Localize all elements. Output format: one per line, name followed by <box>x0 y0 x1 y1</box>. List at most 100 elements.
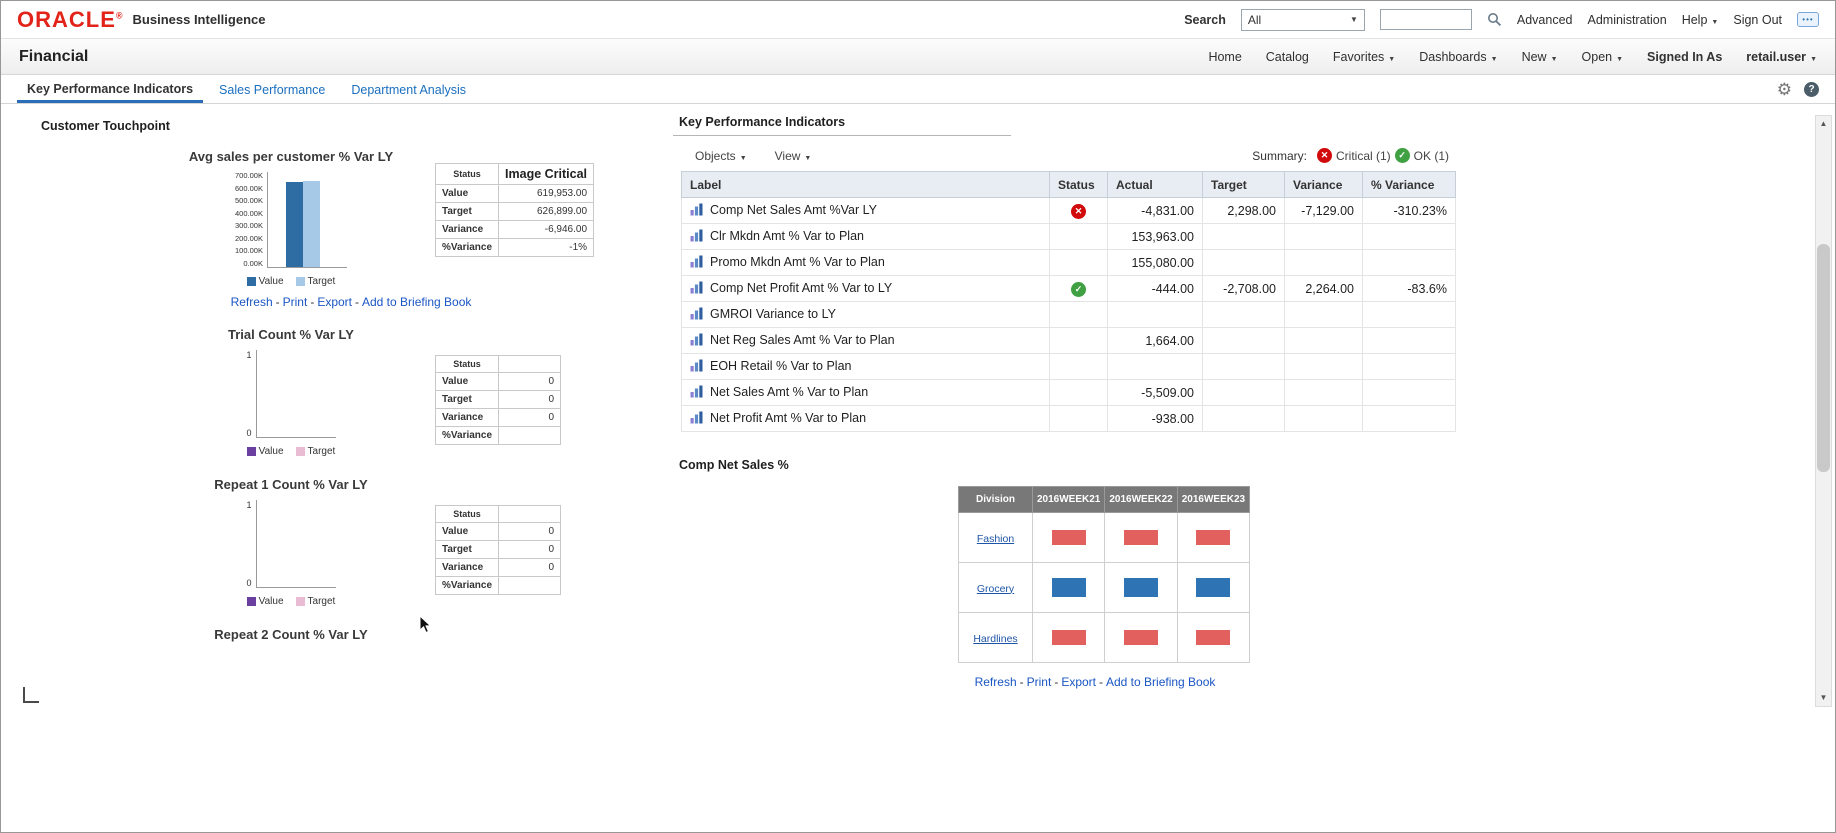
kpi-target-cell <box>1202 353 1285 380</box>
link-separator: - <box>355 295 359 309</box>
stat-value: 626,899.00 <box>498 202 595 221</box>
nav-catalog[interactable]: Catalog <box>1266 50 1309 64</box>
help-menu[interactable]: Help ▼ <box>1682 13 1719 27</box>
kpi-label: EOH Retail % Var to Plan <box>710 358 852 373</box>
administration-link[interactable]: Administration <box>1587 12 1667 27</box>
search-scope-value: All <box>1247 12 1262 27</box>
stat-label: Value <box>434 522 500 541</box>
kpi-target-cell <box>1202 223 1285 250</box>
tab-key-performance-indicators[interactable]: Key Performance Indicators <box>17 76 204 103</box>
kpi-label-cell: Net Reg Sales Amt % Var to Plan <box>681 327 1050 354</box>
summary-ok-count: OK (1) <box>1413 148 1449 163</box>
status-header: Status <box>434 355 500 373</box>
micro-bar <box>1124 578 1159 597</box>
stat-value: 619,953.00 <box>498 184 595 203</box>
scrollbar-thumb[interactable] <box>1817 244 1830 472</box>
bar-group <box>285 181 320 267</box>
kpi-variance-cell <box>1284 379 1363 406</box>
stat-label: Target <box>434 202 500 221</box>
status-value: Image Critical <box>498 163 595 185</box>
tab-department-analysis[interactable]: Department Analysis <box>351 83 466 97</box>
scroll-up-arrow[interactable]: ▲ <box>1816 116 1831 132</box>
comp-row: Grocery <box>958 562 1251 613</box>
comp-column-header: 2016WEEK23 <box>1176 486 1251 513</box>
micro-bar <box>1051 630 1086 645</box>
kpi-column-header: % Variance <box>1362 171 1456 198</box>
vertical-scrollbar[interactable]: ▲ ▼ <box>1815 115 1832 707</box>
kpi-row: Net Sales Amt % Var to Plan -5,509.00 <box>681 379 1456 406</box>
legend-label: Target <box>307 446 336 457</box>
kpi-column-header: Actual <box>1107 171 1203 198</box>
chart-area: Repeat 2 Count % Var LY <box>181 615 401 650</box>
scroll-down-arrow[interactable]: ▼ <box>1816 690 1831 706</box>
nav-label: Home <box>1208 49 1242 64</box>
kpi-measure-icon <box>690 359 703 375</box>
tab-sales-performance[interactable]: Sales Performance <box>219 83 326 97</box>
division-cell: Fashion <box>958 512 1033 563</box>
stat-header-row: Status <box>434 355 562 373</box>
nav-home[interactable]: Home <box>1208 50 1241 64</box>
kpi-status-cell <box>1049 223 1108 250</box>
view-menu[interactable]: View ▼ <box>775 149 812 163</box>
fashion-link[interactable]: Fashion <box>976 532 1015 545</box>
export-link[interactable]: Export <box>317 295 352 309</box>
help-menu-label: Help <box>1681 12 1708 27</box>
kpi-status-cell: ✓ <box>1049 275 1108 302</box>
kpi-variance-cell <box>1284 405 1363 432</box>
tab-list: Key Performance Indicators Sales Performa… <box>17 76 476 103</box>
sign-out-link[interactable]: Sign Out <box>1733 12 1782 27</box>
search-scope-select[interactable]: All ▼ <box>1240 8 1365 31</box>
export-link[interactable]: Export <box>1061 675 1096 689</box>
advanced-link[interactable]: Advanced <box>1516 12 1573 27</box>
legend-label: Value <box>258 596 284 607</box>
stat-value: 0 <box>498 540 562 559</box>
comp-column-header: Division <box>958 486 1033 513</box>
y-tick-label: 0 <box>246 578 252 588</box>
kpi-target-cell <box>1202 379 1285 406</box>
chart-title: Avg sales per customer % Var LY <box>188 149 394 164</box>
kpi-pct-cell <box>1362 249 1456 276</box>
user-menu[interactable]: retail.user ▼ <box>1746 50 1817 64</box>
search-icon[interactable] <box>1487 12 1502 27</box>
help-icon[interactable]: ? <box>1804 82 1819 97</box>
nav-open[interactable]: Open ▼ <box>1582 50 1624 64</box>
kpi-actual-cell: -444.00 <box>1107 275 1203 302</box>
nav-favorites[interactable]: Favorites ▼ <box>1333 50 1395 64</box>
kpi-section-title: Key Performance Indicators <box>673 111 1011 136</box>
print-link[interactable]: Print <box>1026 675 1052 689</box>
comp-column-header: 2016WEEK21 <box>1031 486 1106 513</box>
more-options-icon[interactable]: ••• <box>1797 12 1819 27</box>
kpi-variance-cell <box>1284 301 1363 328</box>
add-to-briefing-book-link[interactable]: Add to Briefing Book <box>1106 675 1216 689</box>
kpi-status-cell <box>1049 327 1108 354</box>
add-to-briefing-book-link[interactable]: Add to Briefing Book <box>362 295 472 309</box>
kpi-status-cell <box>1049 405 1108 432</box>
search-input[interactable] <box>1379 9 1472 30</box>
stat-row: Value 0 <box>434 522 562 541</box>
kpi-row: Comp Net Profit Amt % Var to LY ✓ -444.00-… <box>681 275 1456 302</box>
chart-legend: Value Target <box>181 596 401 607</box>
y-tick-label: 0 <box>246 428 252 438</box>
kpi-column-header: Status <box>1049 171 1108 198</box>
gear-icon[interactable]: ⚙ <box>1776 80 1792 99</box>
grocery-link[interactable]: Grocery <box>976 582 1015 595</box>
micro-bar-cell <box>1176 512 1251 563</box>
kpi-variance-cell <box>1284 223 1363 250</box>
link-separator: - <box>1019 675 1024 689</box>
objects-menu[interactable]: Objects ▼ <box>695 149 747 163</box>
nav-new[interactable]: New ▼ <box>1522 50 1558 64</box>
stat-label: Variance <box>434 220 500 239</box>
refresh-link[interactable]: Refresh <box>974 675 1017 689</box>
nav-dashboards[interactable]: Dashboards ▼ <box>1419 50 1497 64</box>
chart-block: Repeat 1 Count % Var LY 1 0 Value Target Stat… <box>181 465 676 607</box>
kpi-measure-icon <box>690 385 703 401</box>
refresh-link[interactable]: Refresh <box>230 295 273 309</box>
kpi-measure-icon <box>690 203 703 219</box>
micro-bar-cell <box>1031 612 1106 663</box>
nav-label: Favorites <box>1332 49 1385 64</box>
kpi-row: Promo Mkdn Amt % Var to Plan 155,080.00 <box>681 249 1456 276</box>
kpi-toolbar: Objects ▼ View ▼ Summary: ✕ Critical (1) ✓… <box>673 148 1449 163</box>
print-link[interactable]: Print <box>282 295 308 309</box>
legend-swatch <box>246 277 256 286</box>
hardlines-link[interactable]: Hardlines <box>973 632 1018 645</box>
